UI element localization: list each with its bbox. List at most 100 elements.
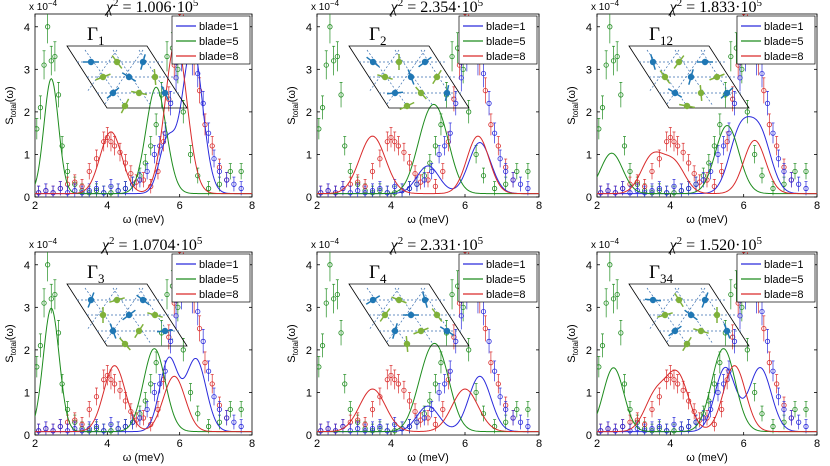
spin-site	[135, 327, 143, 335]
data-point-blade-5	[347, 406, 353, 413]
data-point-blade-8	[166, 334, 172, 340]
data-point-blade-8	[711, 421, 717, 427]
fit-curve-blade-5	[597, 124, 817, 195]
data-point-blade-1	[392, 183, 398, 189]
data-point-blade-1	[173, 313, 179, 319]
data-point-blade-5	[153, 122, 159, 128]
data-point-blade-5	[48, 296, 54, 302]
data-point-blade-8	[117, 387, 123, 393]
data-point-blade-5	[148, 381, 154, 387]
data-point-blade-5	[618, 330, 624, 336]
data-point-blade-5	[37, 343, 44, 349]
x-tick-label: 8	[536, 438, 542, 450]
data-point-blade-8	[766, 122, 772, 128]
data-point-blade-5	[607, 262, 613, 268]
data-point-blade-8	[417, 179, 424, 185]
spin-site	[697, 327, 705, 335]
legend-entry: blade=5	[486, 36, 525, 48]
data-point-blade-8	[719, 406, 725, 413]
data-point-blade-8	[482, 88, 488, 94]
y-tick-label: 3	[306, 64, 312, 76]
data-point-blade-8	[730, 96, 736, 102]
spin-site	[381, 311, 389, 319]
data-point-blade-1	[781, 168, 787, 175]
spin-site	[87, 296, 95, 304]
data-point-blade-5	[432, 143, 438, 149]
data-point-blade-1	[525, 423, 531, 430]
data-point-blade-1	[355, 188, 361, 194]
data-point-blade-8	[675, 143, 681, 149]
spin-site	[99, 73, 107, 81]
axes-frame	[34, 13, 253, 198]
data-point-blade-8	[656, 394, 662, 400]
kagome-bond	[84, 287, 126, 345]
data-point-blade-5	[706, 160, 712, 166]
axes-frame	[316, 13, 540, 198]
axes-frame	[316, 251, 540, 436]
spin-site	[407, 73, 415, 81]
x-tick-label: 8	[536, 200, 542, 212]
data-point-blade-5	[180, 347, 186, 353]
data-point-blade-8	[196, 326, 203, 332]
data-point-blade-5	[216, 419, 223, 425]
data-point-blade-8	[719, 168, 725, 175]
data-point-blade-5	[621, 381, 628, 387]
spin-site	[649, 296, 657, 304]
data-point-blade-5	[206, 423, 212, 430]
data-point-blade-5	[480, 173, 487, 179]
plot-area	[597, 14, 817, 197]
data-point-blade-8	[93, 156, 100, 162]
spin-site	[683, 340, 691, 348]
data-point-blade-1	[491, 368, 498, 374]
spin-site	[161, 327, 169, 335]
data-point-blade-5	[55, 92, 62, 98]
data-point-blade-1	[781, 406, 787, 413]
x-axis-label: ω (meV)	[123, 214, 165, 226]
data-point-blade-8	[388, 372, 394, 379]
spin-site	[403, 102, 411, 110]
x-tick-label: 2	[594, 438, 600, 450]
data-point-blade-1	[671, 183, 677, 189]
data-point-blade-5	[41, 62, 47, 68]
spin-site	[649, 58, 657, 66]
legend-entry: blade=5	[764, 36, 803, 48]
data-point-blade-5	[614, 291, 620, 298]
data-point-blade-8	[412, 408, 418, 415]
data-point-blade-1	[686, 423, 692, 430]
data-point-blade-1	[115, 188, 121, 194]
y-axis-label: Stotal(ω)	[4, 324, 18, 362]
data-point-blade-5	[759, 173, 765, 179]
data-point-blade-1	[649, 426, 655, 432]
y-tick-label: 1	[24, 149, 30, 161]
lattice-inset	[348, 283, 470, 353]
data-point-blade-1	[656, 185, 662, 192]
data-point-blade-8	[108, 139, 114, 145]
data-point-blade-1	[497, 394, 503, 400]
kagome-bond	[86, 287, 118, 331]
y-tick-label: 4	[586, 260, 592, 272]
data-point-blade-5	[449, 291, 455, 298]
data-point-blade-8	[406, 398, 413, 404]
y-tick-label: 4	[586, 22, 592, 34]
data-point-blade-5	[728, 53, 734, 60]
data-point-blade-5	[153, 360, 159, 366]
data-point-blade-8	[761, 326, 767, 332]
data-point-blade-1	[195, 70, 201, 77]
spin-site	[433, 73, 441, 81]
data-point-blade-1	[200, 338, 206, 344]
data-point-blade-5	[503, 181, 509, 187]
data-point-blade-8	[691, 170, 697, 177]
axes-frame	[34, 251, 253, 436]
fit-curve-blade-8	[317, 135, 539, 195]
legend: blade=1 blade=5 blade=8	[736, 15, 816, 65]
data-point-blade-1	[86, 188, 92, 194]
legend-entry: blade=8	[486, 51, 525, 63]
data-point-blade-5	[347, 168, 353, 175]
data-point-blade-5	[227, 168, 233, 175]
y-tick-label: 0	[24, 192, 30, 204]
data-point-blade-1	[50, 190, 56, 196]
spin-site	[417, 89, 425, 97]
chart-title: χ2 = 1.006·105	[104, 0, 199, 16]
data-point-blade-1	[480, 70, 487, 77]
y-tick-label: 2	[24, 107, 30, 119]
